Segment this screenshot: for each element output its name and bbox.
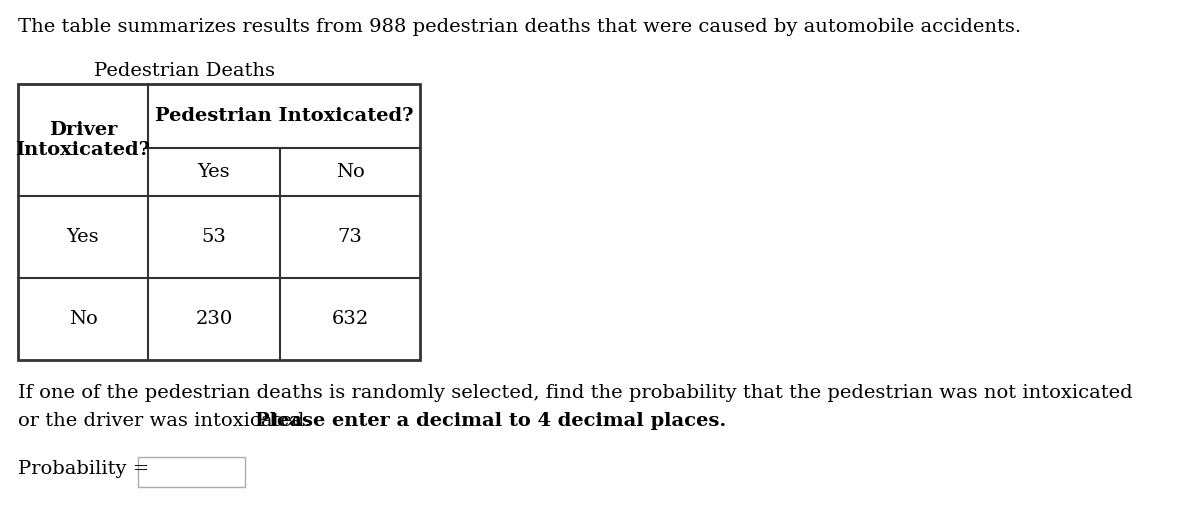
- Text: Pedestrian Deaths: Pedestrian Deaths: [95, 62, 276, 80]
- Text: No: No: [336, 163, 365, 181]
- Text: Probability =: Probability =: [18, 460, 149, 478]
- Text: 73: 73: [337, 228, 362, 246]
- Text: Driver
Intoxicated?: Driver Intoxicated?: [16, 120, 150, 159]
- Text: The table summarizes results from 988 pedestrian deaths that were caused by auto: The table summarizes results from 988 pe…: [18, 18, 1021, 36]
- Text: or the driver was intoxicated.: or the driver was intoxicated.: [18, 412, 317, 430]
- Text: 632: 632: [331, 310, 368, 328]
- Text: Please enter a decimal to 4 decimal places.: Please enter a decimal to 4 decimal plac…: [256, 412, 726, 430]
- Text: If one of the pedestrian deaths is randomly selected, find the probability that : If one of the pedestrian deaths is rando…: [18, 384, 1133, 402]
- Text: 53: 53: [202, 228, 227, 246]
- Text: Yes: Yes: [67, 228, 100, 246]
- Bar: [18, 84, 420, 360]
- Text: Pedestrian Intoxicated?: Pedestrian Intoxicated?: [155, 107, 413, 125]
- Bar: [138, 457, 245, 487]
- Text: Yes: Yes: [198, 163, 230, 181]
- Text: 230: 230: [196, 310, 233, 328]
- Text: No: No: [68, 310, 97, 328]
